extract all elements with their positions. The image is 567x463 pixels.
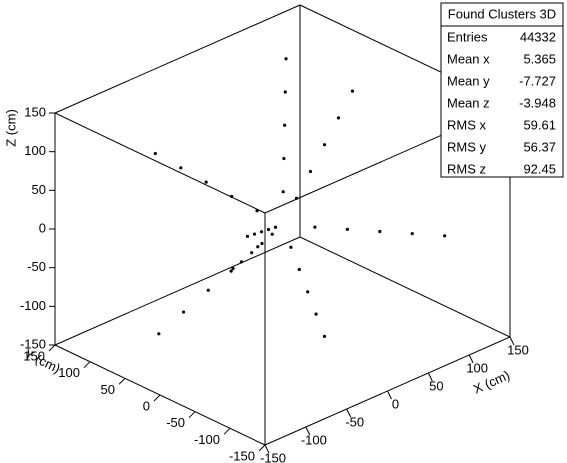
cluster-point (313, 225, 317, 229)
cluster-point (252, 232, 257, 236)
cluster-point (410, 232, 414, 236)
stats-value: 5.365 (523, 51, 556, 66)
cluster-point (266, 227, 271, 232)
stats-name: Mean y (447, 73, 490, 88)
stats-box: Found Clusters 3D Entries 44332 Mean x 5.36… (440, 2, 564, 178)
cluster-point (322, 334, 327, 338)
cluster-point (255, 209, 259, 213)
cluster-point (206, 288, 210, 292)
z-tick-label: 0 (39, 220, 46, 235)
y-tick-label: -150 (229, 448, 255, 463)
z-tick-label: -50 (27, 259, 46, 274)
y-tick-label: -100 (194, 432, 220, 447)
cluster-point (270, 232, 274, 236)
stats-value: -7.727 (519, 73, 556, 88)
y-tick (153, 394, 161, 402)
box-edge (299, 236, 511, 338)
stats-frame (440, 2, 564, 178)
x-tick (509, 336, 515, 346)
z-axis-title: Z (cm) (3, 109, 18, 147)
cluster-point (260, 241, 264, 246)
cluster-point (204, 180, 208, 184)
x-tick-label: 0 (392, 396, 399, 411)
y-tick (258, 444, 266, 452)
cluster-point (283, 90, 287, 94)
x-tick-label: 50 (429, 378, 443, 393)
cluster-point (250, 251, 254, 255)
x-tick (387, 390, 392, 400)
y-tick-label: 100 (58, 365, 80, 380)
x-tick (468, 354, 474, 364)
stats-title: Found Clusters 3D (448, 6, 556, 21)
stats-name: Mean z (447, 95, 490, 110)
y-tick (223, 427, 231, 435)
cluster-point (306, 290, 310, 294)
x-tick (264, 444, 270, 454)
cluster-point (230, 194, 234, 199)
box-edge (54, 112, 266, 214)
stats-value: -3.948 (519, 95, 556, 110)
cluster-point (378, 229, 382, 234)
cluster-point (256, 245, 260, 249)
cluster-point (322, 143, 327, 147)
y-tick (83, 361, 91, 369)
y-tick-label: 150 (23, 348, 45, 363)
stats-name: Mean x (447, 51, 490, 66)
y-tick (188, 411, 196, 419)
cluster-point (239, 260, 244, 264)
stats-name: Entries (447, 29, 488, 44)
y-tick-label: -50 (166, 415, 185, 430)
stats-name: RMS y (447, 139, 487, 154)
cluster-point (283, 123, 287, 127)
cluster-point (181, 310, 186, 314)
cluster-point (157, 332, 161, 336)
y-tick-label: 0 (143, 398, 150, 413)
y-tick (118, 377, 126, 385)
cluster-point (314, 312, 318, 316)
cluster-point (229, 269, 233, 273)
x-tick-label: -50 (345, 414, 364, 429)
y-tick (48, 344, 56, 352)
x-tick-label: -100 (301, 432, 327, 447)
stats-value: 44332 (520, 29, 556, 44)
z-tick-label: 150 (24, 104, 46, 119)
cluster-point (231, 266, 235, 271)
cluster-point (179, 166, 183, 170)
cluster-point (308, 169, 313, 174)
z-tick-label: 100 (24, 143, 46, 158)
cluster-point (350, 89, 355, 93)
cluster-point (273, 225, 278, 229)
cluster-point (294, 196, 299, 200)
cluster-point (443, 234, 447, 238)
cluster-point (259, 230, 264, 234)
x-tick (427, 372, 433, 382)
cluster-point (345, 227, 349, 231)
stats-name: RMS z (447, 161, 486, 176)
cluster-point (245, 234, 250, 238)
cluster-point (281, 190, 285, 194)
stats-value: 56.37 (523, 139, 556, 154)
cluster-point (289, 245, 293, 249)
x-tick (305, 426, 311, 436)
z-tick-label: -150 (20, 336, 46, 351)
z-tick-label: -100 (20, 298, 46, 313)
box-edge (54, 4, 301, 114)
z-tick-label: 50 (32, 182, 46, 197)
cluster-point (336, 116, 341, 120)
cluster-point (297, 267, 301, 272)
box-edge (54, 236, 301, 346)
stats-name: RMS x (447, 117, 487, 132)
x-tick (346, 408, 352, 418)
stats-value: 92.45 (523, 161, 556, 176)
y-tick-label: 50 (101, 382, 115, 397)
cluster-point (284, 57, 288, 61)
x-tick-label: 100 (466, 360, 488, 375)
x-tick-label: -150 (260, 450, 286, 463)
cluster-point (153, 151, 157, 156)
x-tick-label: 150 (507, 342, 529, 357)
cluster-point (282, 156, 286, 161)
stats-value: 59.61 (523, 117, 556, 132)
